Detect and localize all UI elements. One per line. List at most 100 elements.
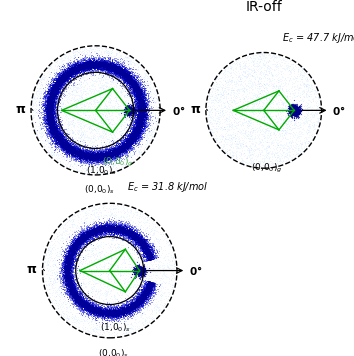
Point: [113, 155, 118, 161]
Point: [294, 109, 300, 114]
Point: [118, 142, 123, 147]
Point: [148, 296, 153, 302]
Point: [301, 120, 307, 126]
Point: [139, 96, 144, 102]
Point: [66, 242, 72, 248]
Point: [92, 155, 98, 161]
Point: [68, 66, 74, 72]
Point: [122, 306, 128, 312]
Point: [70, 295, 76, 301]
Point: [123, 311, 129, 316]
Point: [124, 148, 129, 154]
Point: [134, 266, 139, 272]
Point: [142, 246, 148, 251]
Point: [141, 244, 146, 249]
Point: [91, 58, 97, 63]
Point: [146, 289, 152, 295]
Point: [70, 251, 75, 257]
Point: [47, 70, 53, 76]
Point: [143, 104, 148, 110]
Point: [117, 73, 122, 78]
Point: [65, 69, 71, 75]
Point: [79, 299, 85, 304]
Point: [109, 145, 115, 151]
Point: [74, 298, 80, 303]
Point: [110, 309, 116, 315]
Point: [84, 151, 90, 157]
Point: [140, 247, 145, 253]
Point: [138, 293, 144, 299]
Point: [108, 226, 114, 231]
Point: [131, 267, 137, 273]
Point: [132, 83, 138, 89]
Point: [97, 63, 102, 68]
Point: [70, 249, 76, 255]
Point: [67, 295, 72, 301]
Point: [111, 227, 116, 233]
Point: [150, 285, 156, 290]
Point: [48, 107, 53, 112]
Point: [36, 107, 42, 112]
Point: [75, 297, 81, 303]
Point: [95, 62, 101, 68]
Point: [136, 300, 142, 306]
Point: [64, 275, 70, 281]
Point: [131, 85, 137, 91]
Point: [109, 149, 114, 155]
Point: [125, 69, 131, 75]
Point: [118, 232, 124, 238]
Point: [132, 237, 138, 243]
Point: [72, 253, 77, 259]
Point: [103, 63, 109, 68]
Point: [135, 239, 141, 244]
Point: [109, 310, 114, 316]
Point: [52, 89, 58, 94]
Point: [54, 106, 59, 112]
Point: [51, 120, 57, 126]
Point: [144, 242, 150, 248]
Point: [126, 82, 132, 87]
Point: [292, 131, 298, 137]
Point: [94, 308, 99, 313]
Point: [225, 137, 231, 143]
Point: [123, 144, 129, 150]
Point: [64, 70, 70, 76]
Point: [122, 232, 128, 238]
Point: [113, 316, 118, 322]
Point: [134, 290, 139, 296]
Point: [68, 245, 74, 251]
Point: [110, 147, 116, 152]
Point: [77, 237, 83, 242]
Point: [58, 75, 64, 81]
Point: [116, 307, 121, 313]
Point: [128, 229, 134, 235]
Point: [47, 152, 53, 158]
Point: [143, 287, 149, 293]
Point: [88, 230, 93, 235]
Point: [115, 68, 121, 74]
Point: [98, 226, 104, 232]
Point: [138, 90, 144, 96]
Point: [84, 219, 89, 224]
Point: [135, 117, 140, 123]
Point: [49, 125, 55, 130]
Point: [123, 311, 129, 317]
Point: [125, 75, 131, 81]
Point: [113, 150, 119, 155]
Point: [79, 60, 84, 66]
Point: [48, 116, 54, 122]
Point: [137, 87, 142, 93]
Point: [226, 76, 232, 82]
Point: [45, 107, 50, 112]
Point: [72, 244, 78, 250]
Point: [137, 136, 143, 142]
Point: [46, 116, 51, 121]
Point: [74, 104, 80, 110]
Point: [292, 107, 297, 112]
Point: [66, 234, 72, 239]
Point: [62, 262, 68, 268]
Point: [93, 57, 98, 62]
Point: [145, 251, 150, 257]
Point: [75, 298, 81, 303]
Point: [92, 230, 97, 235]
